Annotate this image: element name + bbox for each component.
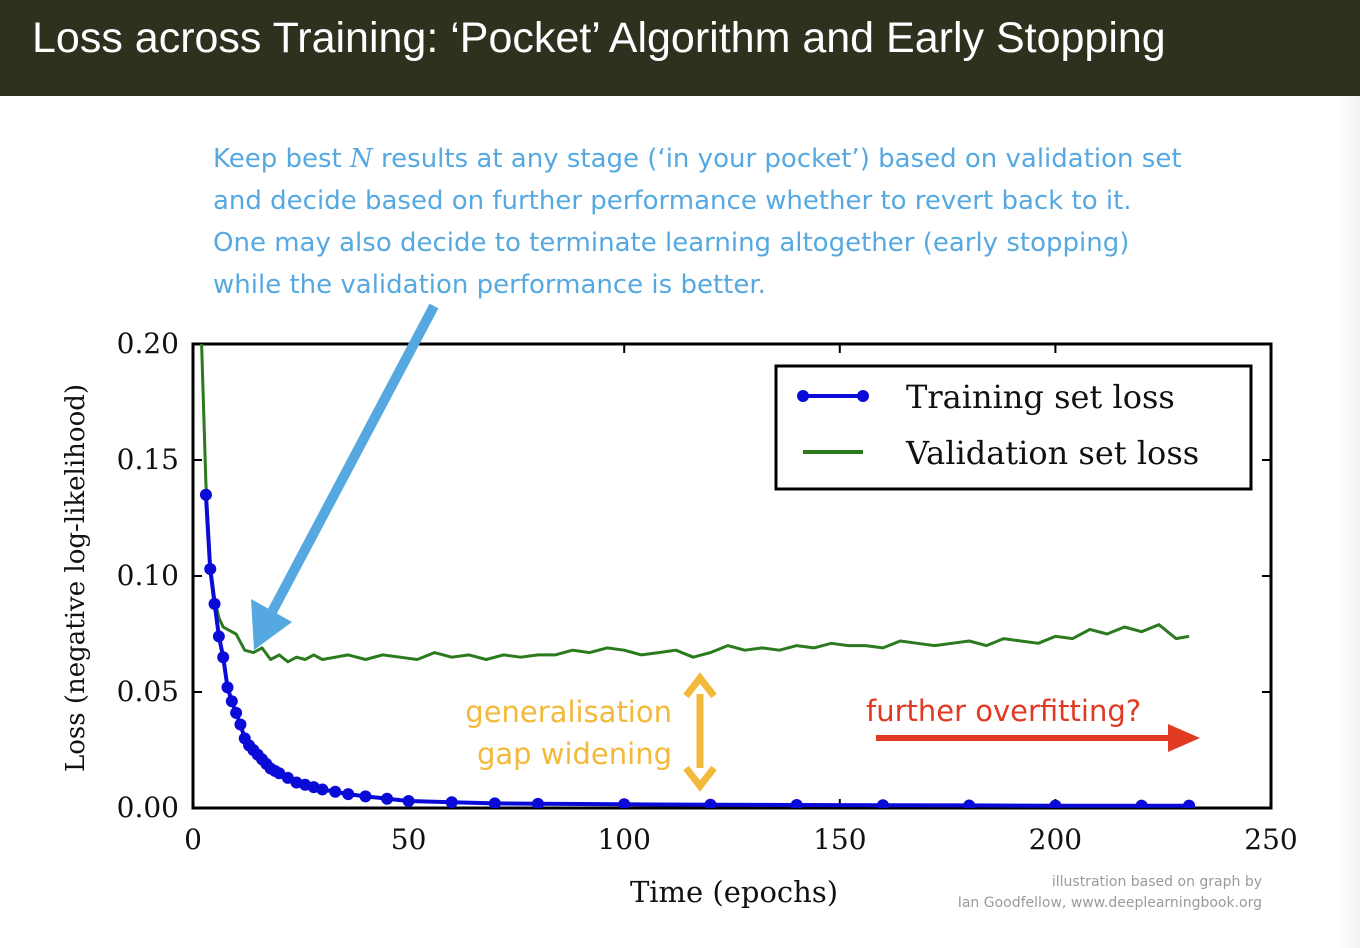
y-tick-label: 0.10	[117, 559, 179, 592]
note-line-3: One may also decide to terminate learnin…	[213, 228, 1130, 258]
credit-line-2: Ian Goodfellow, www.deeplearningbook.org	[957, 895, 1262, 911]
training-loss-point	[329, 785, 342, 798]
pocket-algorithm-note: Keep best N results at any stage (‘in yo…	[213, 138, 1313, 306]
series-layer	[199, 344, 1196, 808]
overfitting-label: further overfitting?	[866, 694, 1141, 728]
training-loss-point	[342, 788, 355, 801]
legend-training-label: Training set loss	[906, 378, 1175, 416]
credit-line-1: illustration based on graph by	[1051, 874, 1262, 890]
note-line-1-post: results at any stage (‘in your pocket’) …	[372, 144, 1182, 174]
training-loss-point	[704, 798, 717, 808]
training-loss-point	[212, 630, 225, 643]
training-loss-point	[359, 790, 372, 803]
axis-ticks: 0 50 100 150 200 250 0.00 0.05 0.10 0.15 0.20	[117, 327, 1298, 856]
x-tick-label: 0	[184, 823, 202, 856]
validation-loss-line	[200, 344, 1190, 664]
x-tick-label: 50	[391, 823, 427, 856]
note-variable-n: N	[350, 144, 373, 174]
legend-box	[774, 364, 1253, 491]
training-loss-point	[221, 681, 234, 694]
training-loss-point	[208, 597, 221, 610]
source-credit: illustration based on graph by Ian Goodf…	[958, 872, 1262, 914]
y-tick-label: 0.15	[117, 443, 179, 476]
legend-training-marker-right	[857, 390, 869, 402]
training-loss-point	[531, 797, 544, 808]
gap-label-line-1: generalisation	[465, 695, 672, 729]
x-tick-label: 150	[813, 823, 866, 856]
gap-label-line-2: gap widening	[477, 737, 672, 771]
training-loss-point	[488, 797, 501, 808]
training-loss-point	[230, 706, 243, 719]
training-loss-point	[876, 799, 889, 808]
legend-training-marker-left	[797, 390, 809, 402]
training-loss-point	[445, 796, 458, 808]
training-loss-point	[204, 563, 217, 576]
training-loss-point	[225, 695, 238, 708]
x-tick-label: 200	[1029, 823, 1082, 856]
y-tick-label: 0.00	[117, 791, 179, 824]
training-loss-point	[1049, 799, 1062, 808]
y-tick-label: 0.05	[117, 675, 179, 708]
y-axis-label: Loss (negative log-likelihood)	[61, 384, 91, 772]
note-line-4: while the validation performance is bett…	[213, 270, 766, 300]
y-tick-label: 0.20	[117, 327, 179, 360]
training-loss-point	[381, 792, 394, 805]
note-line-2: and decide based on further performance …	[213, 186, 1132, 216]
training-loss-point	[234, 718, 247, 731]
training-loss-point	[316, 783, 329, 796]
note-line-1-pre: Keep best	[213, 144, 351, 174]
overfitting-arrowhead	[1168, 724, 1200, 752]
training-loss-point	[963, 799, 976, 808]
training-loss-point	[217, 651, 230, 664]
pocket-pointer-arrow	[267, 303, 439, 615]
gap-arrow-bottom-head	[683, 765, 717, 792]
training-loss-point	[199, 488, 212, 501]
legend-validation-label: Validation set loss	[905, 434, 1199, 472]
x-axis-label: Time (epochs)	[630, 875, 838, 909]
pocket-pointer-arrowhead	[251, 599, 292, 650]
x-tick-label: 250	[1244, 823, 1297, 856]
title-bar: Loss across Training: ‘Pocket’ Algorithm…	[0, 0, 1360, 96]
training-loss-point	[1183, 799, 1196, 808]
slide-title: Loss across Training: ‘Pocket’ Algorithm…	[32, 14, 1166, 62]
training-loss-point	[402, 795, 415, 808]
x-tick-label: 100	[597, 823, 650, 856]
training-loss-point	[1135, 799, 1148, 808]
gap-arrow-top-head	[683, 672, 717, 699]
page-edge-shadow	[1340, 96, 1360, 948]
note-line-1: Keep best N results at any stage (‘in yo…	[213, 138, 1313, 180]
training-loss-point	[790, 798, 803, 808]
training-loss-point	[618, 798, 631, 808]
